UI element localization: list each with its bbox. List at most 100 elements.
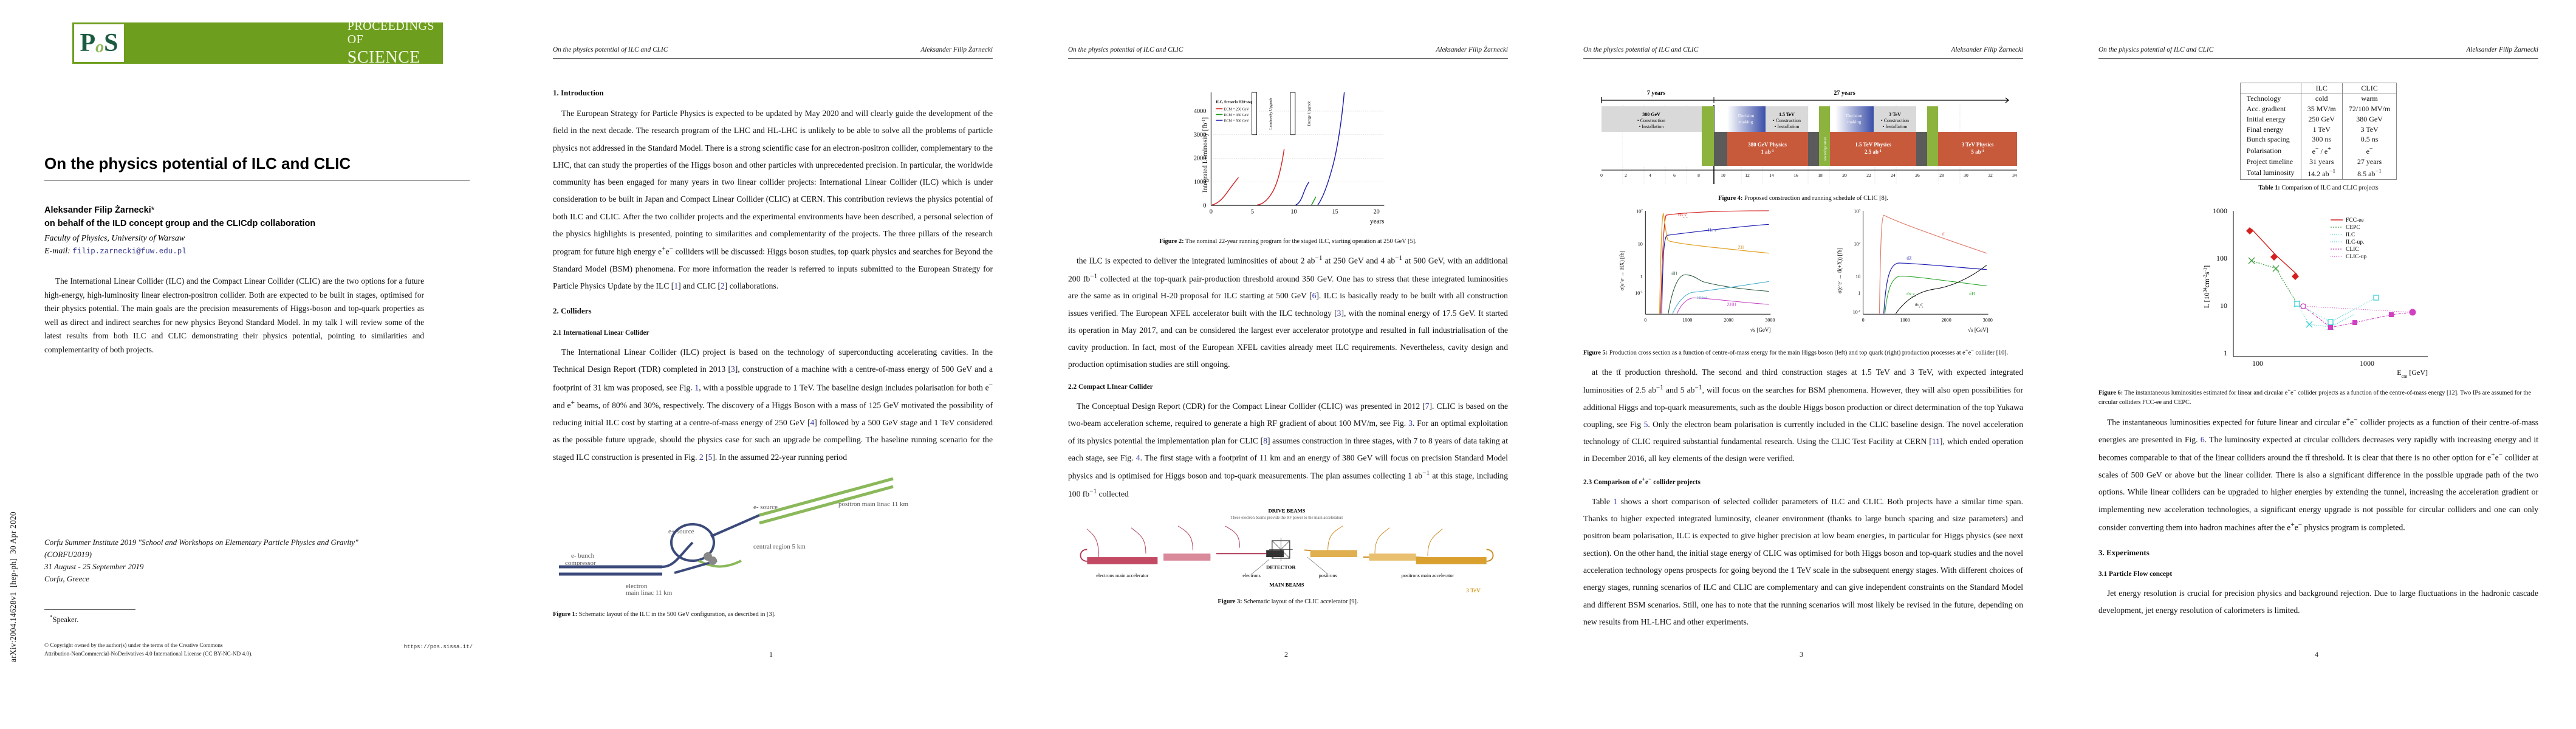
svg-text:30: 30 [1964,173,1968,178]
svg-text:28: 28 [1939,173,1944,178]
svg-text:making: making [1848,119,1862,125]
svg-text:compressor: compressor [565,560,596,567]
svg-text:DRIVE BEAMS: DRIVE BEAMS [1268,507,1305,513]
svg-text:central region 5 km: central region 5 km [753,543,806,550]
svg-text:20: 20 [1374,209,1380,216]
svg-text:CEPC: CEPC [2346,225,2360,231]
svg-text:380 GeV Physics: 380 GeV Physics [1748,142,1787,148]
svg-text:34: 34 [2012,173,2017,178]
svg-text:6: 6 [1673,173,1676,178]
svg-text:1000: 1000 [2213,207,2227,215]
svg-text:• Construction: • Construction [1881,118,1909,123]
svg-text:positrons: positrons [1319,573,1337,578]
svg-text:0: 0 [1600,173,1603,178]
svg-text:Ecm [GeV]: Ecm [GeV] [2397,368,2428,379]
svg-text:20: 20 [1842,173,1847,178]
svg-text:10-1: 10-1 [1635,290,1643,296]
svg-text:10-1: 10-1 [1853,310,1861,315]
svg-text:24: 24 [1891,173,1896,178]
svg-text:Decision: Decision [1846,113,1863,118]
svg-text:making: making [1739,119,1753,125]
svg-text:3 TeV: 3 TeV [1889,112,1901,117]
svg-text:4000: 4000 [1194,108,1207,115]
svg-text:3000: 3000 [1765,318,1775,323]
svg-text:5: 5 [1251,209,1254,216]
svg-text:electrons main accelerator: electrons main accelerator [1096,573,1148,578]
svg-text:Energy Upgrade: Energy Upgrade [1307,101,1311,126]
svg-text:years: years [1370,217,1384,225]
svg-text:10: 10 [1638,242,1643,247]
svg-text:He+e-: He+e- [1708,228,1718,233]
svg-text:10: 10 [1290,209,1297,216]
svg-text:1.5 TeV: 1.5 TeV [1779,112,1795,117]
svg-text:0: 0 [1203,202,1206,209]
svg-text:103: 103 [1854,209,1860,214]
svg-text:16: 16 [1793,173,1798,178]
svg-text:3000: 3000 [1983,318,1993,323]
svg-text:1.5 TeV Physics: 1.5 TeV Physics [1855,142,1891,148]
svg-text:• Installation: • Installation [1775,124,1800,129]
svg-text:2000: 2000 [1942,318,1951,323]
svg-text:1000: 1000 [2360,359,2374,368]
svg-text:These electron beams provide t: These electron beams provide the RF powe… [1230,516,1343,520]
svg-text:• Construction: • Construction [1637,118,1665,123]
svg-text:100: 100 [2252,359,2263,368]
svg-text:ILC, Scenario H20-staged: ILC, Scenario H20-staged [1216,101,1256,104]
svg-text:100: 100 [2216,254,2227,262]
svg-text:26: 26 [1915,173,1920,178]
svg-text:• Construction: • Construction [1773,118,1801,123]
svg-text:Decision: Decision [1738,113,1755,118]
svg-text:2: 2 [1625,173,1627,178]
svg-text:380 GeV: 380 GeV [1642,112,1660,117]
svg-text:ZHH: ZHH [1727,303,1736,307]
svg-text:15: 15 [1332,209,1338,216]
svg-text:MAIN BEAMS: MAIN BEAMS [1269,581,1304,587]
svg-text:CLIC-up: CLIC-up [2346,254,2367,260]
svg-text:ZH: ZH [1738,245,1744,250]
svg-text:8: 8 [1697,173,1700,178]
svg-text:ECM = 250 GeV: ECM = 250 GeV [1224,108,1250,111]
svg-text:1000: 1000 [1682,318,1692,323]
svg-text:32: 32 [1988,173,1993,178]
svg-text:√s [GeV]: √s [GeV] [1968,327,1988,333]
svg-text:3 TeV: 3 TeV [1466,587,1481,594]
svg-text:positron main linac 11 km: positron main linac 11 km [838,501,909,508]
svg-text:L [1034cm-2s-1]: L [1034cm-2s-1] [2202,265,2211,308]
svg-text:electrons: electrons [1242,573,1261,578]
svg-text:1: 1 [1858,290,1860,296]
svg-text:1: 1 [2224,349,2227,357]
svg-text:4: 4 [1649,173,1651,178]
svg-text:0: 0 [1210,209,1213,216]
svg-text:e+ source: e+ source [668,528,694,535]
svg-text:positrons main accelerator: positrons main accelerator [1402,573,1454,578]
svg-text:• Installation: • Installation [1883,124,1908,129]
svg-text:tt̄tνeν̄e: tt̄tνeν̄e [1906,292,1916,298]
svg-text:0: 0 [1862,318,1865,323]
svg-text:3 TeV Physics: 3 TeV Physics [1962,142,1994,148]
svg-text:√s [GeV]: √s [GeV] [1750,327,1770,333]
svg-text:ILC-up.: ILC-up. [2346,239,2364,245]
svg-text:tt̄Z: tt̄Z [1906,256,1911,261]
svg-text:27 years: 27 years [1834,90,1855,97]
svg-text:CLIC: CLIC [2346,247,2359,253]
svg-text:DETECTOR: DETECTOR [1266,564,1296,570]
svg-text:10: 10 [2220,301,2227,310]
svg-text:tt̄: tt̄ [1942,232,1945,237]
svg-text:• Installation: • Installation [1639,124,1664,129]
svg-text:1: 1 [1640,274,1643,279]
svg-text:1000: 1000 [1900,318,1910,323]
svg-text:ECM = 500 GeV: ECM = 500 GeV [1224,119,1250,123]
svg-text:tt̄H: tt̄H [1671,272,1677,276]
svg-text:10: 10 [1855,274,1860,279]
svg-text:tt̄H: tt̄H [1969,292,1975,296]
svg-text:12: 12 [1745,173,1750,178]
svg-text:ILC: ILC [2346,232,2355,238]
svg-text:σ(e+e- → tt̄(+X)) [fb]: σ(e+e- → tt̄(+X)) [fb] [1837,248,1843,293]
svg-text:10: 10 [1721,173,1725,178]
svg-text:σ(e+e- → HX) [fb]: σ(e+e- → HX) [fb] [1619,251,1625,291]
svg-text:Luminosity Upgrade: Luminosity Upgrade [1269,97,1273,129]
svg-text:102: 102 [1854,242,1860,247]
svg-text:0: 0 [1644,318,1646,323]
svg-text:ECM = 350 GeV: ECM = 350 GeV [1224,114,1250,117]
svg-text:102: 102 [1636,209,1643,214]
